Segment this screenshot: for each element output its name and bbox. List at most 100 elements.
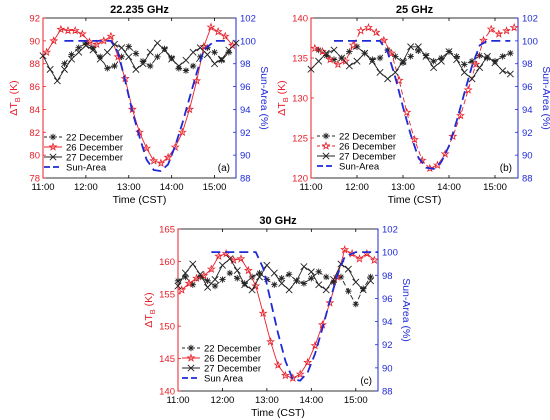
data-point bbox=[318, 46, 327, 56]
y2-tick-label: 96 bbox=[522, 82, 533, 93]
data-point bbox=[346, 48, 353, 55]
data-point bbox=[174, 277, 182, 285]
data-point bbox=[468, 75, 476, 83]
data-point bbox=[189, 281, 197, 288]
data-point bbox=[106, 31, 116, 41]
y2-tick-label: 102 bbox=[240, 14, 256, 25]
data-point bbox=[325, 54, 335, 64]
data-point bbox=[507, 50, 514, 57]
series-line bbox=[211, 251, 378, 382]
data-point bbox=[42, 47, 52, 57]
chart-panel-1: 22.235 GHz 11:00 12:00 13:00 14:00 15:00 Time … bbox=[8, 4, 270, 206]
data-point bbox=[214, 251, 224, 261]
data-point bbox=[453, 53, 460, 60]
data-point bbox=[60, 65, 68, 73]
data-point bbox=[82, 39, 90, 47]
data-point bbox=[89, 46, 97, 54]
y2-tick-label: 94 bbox=[382, 317, 393, 328]
data-point bbox=[361, 49, 369, 57]
y-tick-label: 140 bbox=[292, 14, 308, 25]
data-point bbox=[197, 53, 204, 61]
data-point bbox=[453, 56, 461, 64]
legend-swatch-marker bbox=[322, 132, 330, 140]
y2-tick-label: 102 bbox=[522, 14, 538, 25]
data-point bbox=[243, 265, 253, 275]
data-point bbox=[206, 264, 216, 273]
data-point bbox=[387, 48, 396, 57]
legend-label: 22 December bbox=[66, 133, 123, 144]
data-point bbox=[89, 44, 97, 51]
data-point bbox=[206, 22, 216, 31]
legend-swatch-marker bbox=[48, 142, 58, 151]
data-point bbox=[376, 68, 384, 76]
data-point bbox=[461, 61, 468, 68]
y2-axis-label: Sun-Area (%) bbox=[400, 278, 412, 342]
y-axis-label: ΔTB (K) bbox=[276, 80, 290, 115]
y-axis-label-sub: B bbox=[148, 309, 157, 314]
x-tick-label: 12:00 bbox=[211, 395, 235, 406]
data-point bbox=[189, 48, 197, 56]
data-point bbox=[234, 275, 241, 282]
data-point bbox=[271, 281, 278, 288]
y2-axis-label: Sun-Area (%) bbox=[540, 66, 550, 130]
data-point bbox=[407, 53, 414, 60]
x-tick-label: 14:00 bbox=[437, 182, 461, 193]
data-point bbox=[229, 255, 239, 265]
legend-swatch-marker bbox=[322, 152, 330, 160]
data-point bbox=[248, 286, 256, 294]
data-point bbox=[414, 43, 422, 51]
y2-axis-label: Sun-Area (%) bbox=[258, 66, 270, 130]
data-point bbox=[368, 57, 376, 65]
y2-tick-label: 92 bbox=[522, 128, 533, 139]
data-point bbox=[356, 26, 366, 35]
legend-swatch-marker bbox=[187, 344, 195, 352]
y-axis-label: ΔTB (K) bbox=[8, 80, 22, 115]
data-point bbox=[189, 62, 197, 70]
data-point bbox=[39, 52, 47, 60]
data-point bbox=[430, 58, 437, 65]
data-point bbox=[258, 308, 268, 318]
y2-tick-label: 102 bbox=[382, 225, 398, 236]
data-point bbox=[204, 283, 212, 291]
data-point bbox=[315, 281, 323, 289]
legend-label: 26 December bbox=[339, 142, 396, 153]
y-axis-label-sub: B bbox=[13, 97, 22, 102]
data-point bbox=[263, 276, 271, 283]
data-point bbox=[348, 40, 358, 49]
data-point bbox=[281, 370, 290, 380]
legend-label: Sun-Area bbox=[339, 162, 380, 173]
data-point bbox=[407, 43, 415, 51]
x-tick-label: 13:00 bbox=[391, 182, 415, 193]
data-point bbox=[211, 282, 219, 290]
data-point bbox=[499, 53, 506, 60]
data-point bbox=[256, 269, 263, 277]
data-point bbox=[399, 57, 407, 65]
data-point bbox=[82, 41, 90, 49]
data-point bbox=[337, 273, 345, 281]
data-point bbox=[460, 68, 468, 76]
series-27-december bbox=[174, 255, 375, 294]
y-tick-label: 140 bbox=[159, 387, 175, 398]
data-point bbox=[170, 142, 180, 151]
data-point bbox=[340, 245, 350, 254]
chart-panel-2: 25 GHz 11:00 12:00 13:00 14:00 15:00 Time (CST… bbox=[276, 4, 550, 206]
data-point bbox=[232, 39, 240, 47]
data-point bbox=[371, 27, 381, 37]
y-tick-label: 92 bbox=[29, 14, 40, 25]
x-axis-label: Time (CST) bbox=[251, 407, 305, 419]
data-point bbox=[285, 286, 293, 294]
data-point bbox=[241, 280, 248, 287]
series-line bbox=[42, 42, 237, 82]
data-point bbox=[174, 282, 182, 290]
data-point bbox=[499, 67, 507, 75]
data-point bbox=[422, 52, 430, 59]
data-point bbox=[273, 360, 283, 369]
data-point bbox=[163, 152, 173, 162]
x-tick-label: 11:00 bbox=[31, 182, 54, 193]
data-point bbox=[322, 286, 330, 294]
data-point bbox=[226, 255, 234, 263]
data-point bbox=[266, 337, 275, 346]
data-point bbox=[322, 273, 330, 281]
data-point bbox=[506, 70, 514, 78]
